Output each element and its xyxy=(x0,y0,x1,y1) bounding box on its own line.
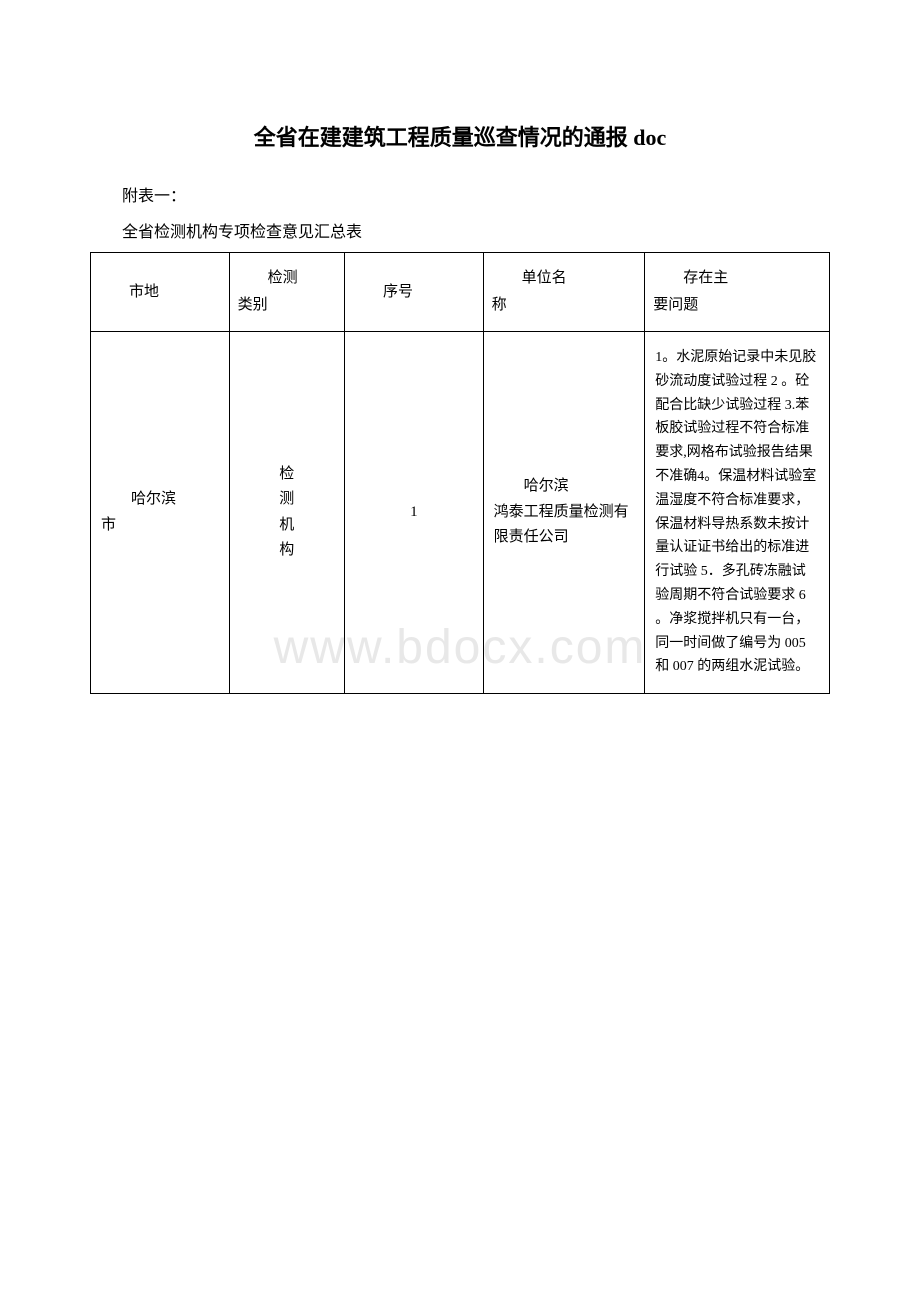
cell-issue: 1。水泥原始记录中未见胶砂流动度试验过程 2 。砼配合比缺少试验过程 3.苯板胶… xyxy=(645,332,830,694)
attachment-label: 附表一： xyxy=(90,182,830,206)
cell-number: 1 xyxy=(345,332,484,694)
header-issue: 存在主 要问题 xyxy=(645,253,830,332)
inspection-table: 市地 检测 类别 序号 单位名 称 存在主 要问题 哈尔滨 市 xyxy=(90,252,830,694)
cell-city: 哈尔滨 市 xyxy=(91,332,230,694)
document-title: 全省在建建筑工程质量巡查情况的通报 doc xyxy=(90,120,830,152)
document-content: 全省在建建筑工程质量巡查情况的通报 doc 附表一： 全省检测机构专项检查意见汇… xyxy=(90,120,830,694)
table-subtitle: 全省检测机构专项检查意见汇总表 xyxy=(90,218,830,242)
header-number: 序号 xyxy=(345,253,484,332)
cell-type: 检 测 机 构 xyxy=(229,332,344,694)
cell-name: 哈尔滨鸿泰工程质量检测有限责任公司 xyxy=(483,332,645,694)
header-city: 市地 xyxy=(91,253,230,332)
header-name: 单位名 称 xyxy=(483,253,645,332)
header-type: 检测 类别 xyxy=(229,253,344,332)
table-data-row: 哈尔滨 市 检 测 机 构 1 哈尔滨鸿泰工程质量检测有限责任公司 1。水泥原始… xyxy=(91,332,830,694)
table-header-row: 市地 检测 类别 序号 单位名 称 存在主 要问题 xyxy=(91,253,830,332)
